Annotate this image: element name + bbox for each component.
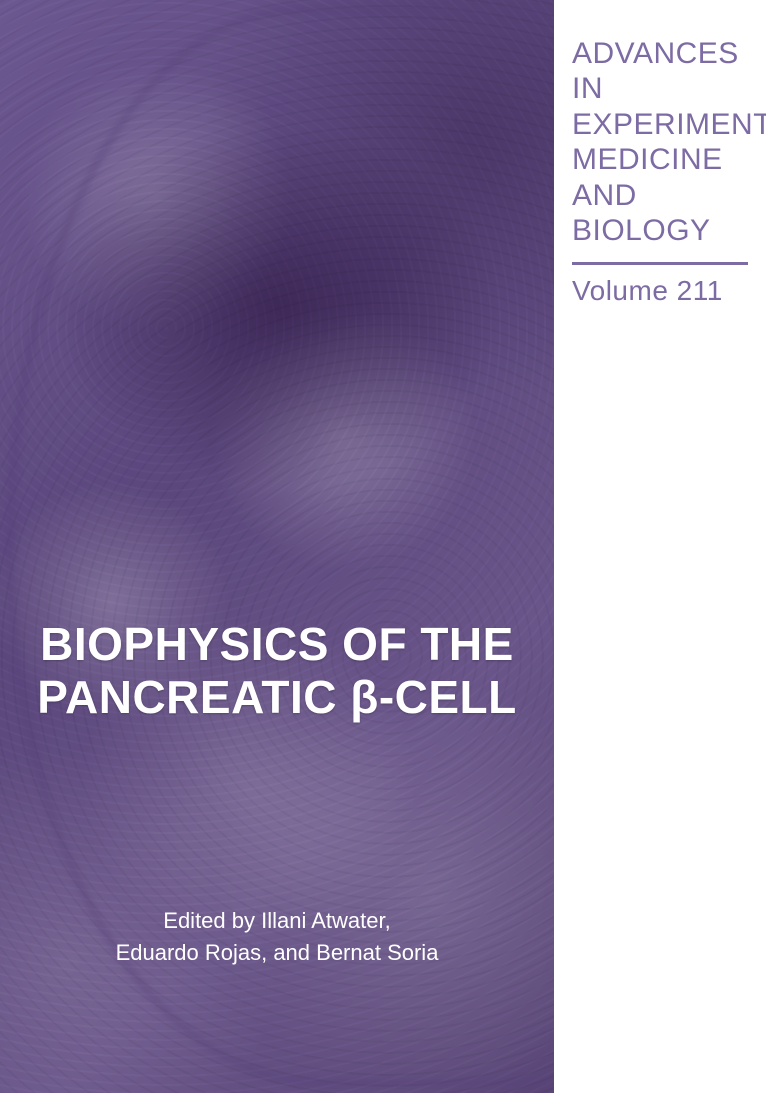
- editors-line-2: Eduardo Rojas, and Bernat Soria: [0, 937, 554, 969]
- editors-line-1: Edited by Illani Atwater,: [0, 905, 554, 937]
- title-line-2: PANCREATIC β-CELL: [28, 671, 526, 724]
- title-block: BIOPHYSICS OF THE PANCREATIC β-CELL: [0, 618, 554, 724]
- editors-block: Edited by Illani Atwater, Eduardo Rojas,…: [0, 905, 554, 969]
- series-line-1: ADVANCES IN: [572, 36, 748, 107]
- volume-label: Volume 211: [572, 275, 748, 307]
- series-divider: [572, 262, 748, 265]
- series-sidebar: ADVANCES IN EXPERIMENTAL MEDICINE AND BI…: [554, 0, 766, 1093]
- series-line-3: MEDICINE: [572, 142, 748, 177]
- title-line-1: BIOPHYSICS OF THE: [28, 618, 526, 671]
- series-block: ADVANCES IN EXPERIMENTAL MEDICINE AND BI…: [572, 36, 748, 307]
- series-title: ADVANCES IN EXPERIMENTAL MEDICINE AND BI…: [572, 36, 748, 248]
- cover-image-panel: BIOPHYSICS OF THE PANCREATIC β-CELL Edit…: [0, 0, 554, 1093]
- series-line-4: AND BIOLOGY: [572, 178, 748, 249]
- series-line-2: EXPERIMENTAL: [572, 107, 748, 142]
- book-cover: BIOPHYSICS OF THE PANCREATIC β-CELL Edit…: [0, 0, 766, 1093]
